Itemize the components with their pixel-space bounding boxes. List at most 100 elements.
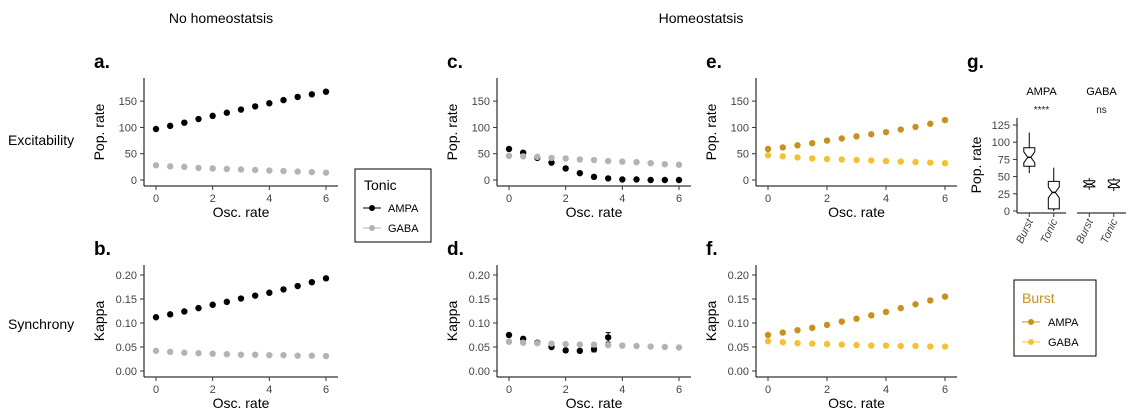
y-tick-label: 100 <box>992 137 1010 149</box>
y-tick-label: 75 <box>998 154 1010 166</box>
point-ampa <box>223 109 231 116</box>
y-tick-label: 0 <box>743 175 749 187</box>
point-ampa <box>562 165 569 172</box>
y-tick-label: 0.15 <box>116 294 137 306</box>
point-gaba <box>209 350 216 357</box>
panel-letter: a. <box>94 52 110 73</box>
facet-title-gaba: GABA <box>1086 86 1117 98</box>
y-tick-label: 100 <box>731 122 749 134</box>
panel-letter: f. <box>706 239 718 260</box>
x-tick-label: 4 <box>883 193 889 205</box>
facet-title-ampa: AMPA <box>1026 86 1057 98</box>
y-tick-label: 150 <box>119 96 137 108</box>
legend-tonic-ampa-label: AMPA <box>388 203 419 215</box>
x-tick-label: 0 <box>153 193 159 205</box>
point-ampa <box>882 308 890 316</box>
x-axis-label: Osc. rate <box>213 204 270 220</box>
x-tick-label: Tonic <box>1099 217 1121 246</box>
box-tonic <box>1047 180 1060 210</box>
point-gaba <box>590 156 598 164</box>
panel-c: c. 0 2 4 6 0 50 100 150 Osc. rate Pop. rate <box>444 52 691 220</box>
y-axis-label: Pop. rate <box>703 103 719 160</box>
point-ampa <box>764 331 772 339</box>
point-ampa <box>633 176 640 183</box>
point-ampa <box>590 346 598 353</box>
y-tick-label: 0.10 <box>469 318 490 330</box>
x-tick-label: 0 <box>506 193 512 205</box>
point-gaba <box>779 339 786 346</box>
legend-tonic-gaba-marker <box>369 225 375 231</box>
y-tick-label: 100 <box>119 122 137 134</box>
y-tick-label: 0.05 <box>116 342 137 354</box>
point-gaba <box>661 343 669 351</box>
point-ampa <box>195 304 202 312</box>
y-tick-label: 0.00 <box>469 366 490 378</box>
y-axis-label: Kappa <box>703 301 719 342</box>
x-tick-label: 4 <box>266 384 272 396</box>
legend-burst-gaba-marker <box>1028 339 1034 345</box>
point-gaba <box>809 340 816 347</box>
x-tick-label: 2 <box>210 384 216 396</box>
y-tick-label: 0.15 <box>728 294 749 306</box>
point-gaba <box>152 347 160 355</box>
point-ampa <box>941 293 949 300</box>
point-gaba <box>927 343 934 350</box>
x-tick-label: 6 <box>942 193 948 205</box>
point-gaba <box>505 152 513 160</box>
point-ampa <box>266 289 273 296</box>
point-gaba <box>322 352 330 360</box>
legend-tonic-title: Tonic <box>364 177 397 193</box>
panel-b: b. 0 2 4 6 0.00 0.05 0.10 0.15 0.20 Osc. rate Kappa <box>91 239 338 411</box>
point-gaba <box>519 339 527 346</box>
point-ampa <box>237 295 245 302</box>
y-tick-label: 50 <box>737 149 749 161</box>
point-gaba <box>266 351 273 359</box>
point-gaba <box>576 341 584 348</box>
point-gaba <box>897 158 904 165</box>
point-ampa <box>181 119 188 126</box>
point-gaba <box>195 350 202 357</box>
x-tick-label: 2 <box>563 384 569 396</box>
point-gaba <box>604 157 612 165</box>
point-gaba <box>823 155 831 163</box>
y-tick-label: 0 <box>131 175 137 187</box>
point-gaba <box>548 154 555 162</box>
panel-letter: d. <box>447 239 464 260</box>
point-ampa <box>809 140 816 147</box>
point-gaba <box>912 158 919 166</box>
x-tick-label: 2 <box>563 193 569 205</box>
y-tick-label: 25 <box>998 189 1010 201</box>
point-gaba <box>251 351 259 358</box>
y-tick-label: 0.10 <box>728 318 749 330</box>
y-tick-label: 50 <box>998 172 1010 184</box>
point-gaba <box>195 164 202 172</box>
point-gaba <box>237 166 245 173</box>
y-tick-label: 0.05 <box>469 342 490 354</box>
point-gaba <box>661 161 669 168</box>
x-tick-label: 4 <box>619 384 625 396</box>
x-tick-label: 2 <box>824 193 830 205</box>
x-tick-label: 0 <box>765 193 771 205</box>
point-gaba <box>223 351 231 358</box>
header-homeostasis: Homeostatsis <box>659 10 744 26</box>
point-ampa <box>853 315 860 322</box>
x-tick-label: 6 <box>942 384 948 396</box>
point-ampa <box>590 173 598 181</box>
significance-label: ns <box>1096 105 1107 116</box>
y-tick-label: 0 <box>1004 206 1010 218</box>
point-gaba <box>764 338 772 345</box>
significance-label: **** <box>1034 105 1050 116</box>
x-tick-label: Burst <box>1074 216 1096 245</box>
point-gaba <box>619 342 626 349</box>
panel-f: f. 0 2 4 6 0.00 0.05 0.10 0.15 0.20 Osc. rate Kappa <box>703 239 957 411</box>
point-gaba <box>576 156 584 163</box>
x-axis-label: Osc. rate <box>828 395 885 411</box>
point-gaba <box>941 159 949 167</box>
point-gaba <box>181 163 188 171</box>
point-gaba <box>619 158 626 165</box>
y-tick-label: 150 <box>472 96 490 108</box>
point-gaba <box>927 159 934 166</box>
point-ampa <box>152 125 160 133</box>
legend-burst-box <box>1013 279 1097 357</box>
point-ampa <box>181 308 188 315</box>
